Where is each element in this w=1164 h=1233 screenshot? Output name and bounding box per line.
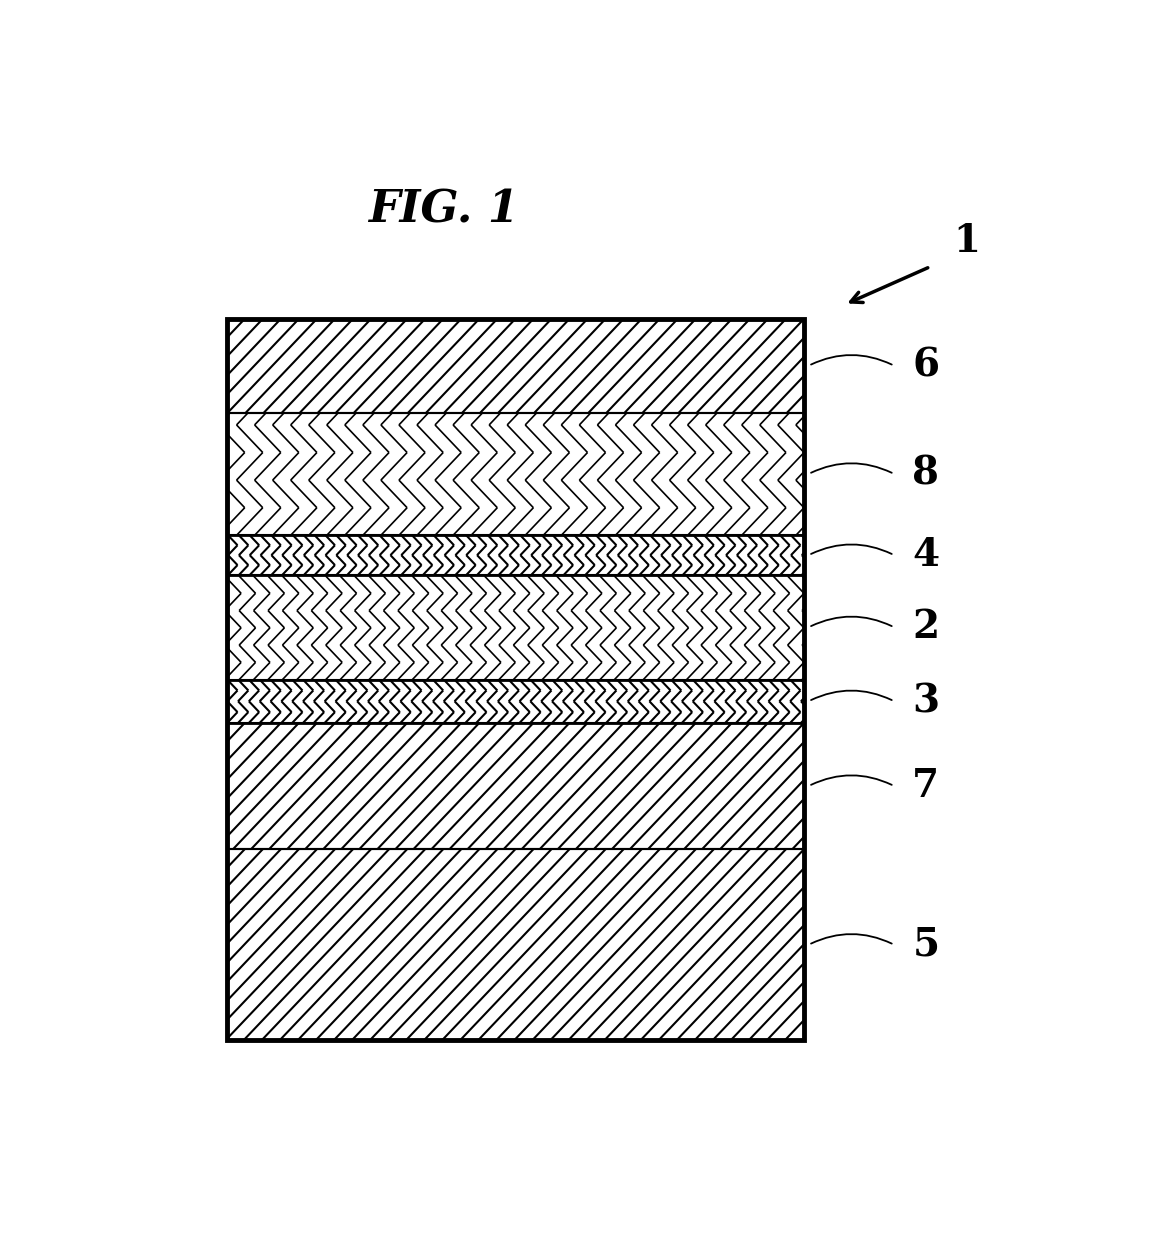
Bar [227, 413, 804, 535]
Bar [227, 850, 804, 1041]
Text: 2: 2 [913, 608, 939, 646]
Text: 1: 1 [953, 222, 980, 260]
Text: 4: 4 [913, 536, 939, 575]
Text: FIG. 1: FIG. 1 [368, 189, 519, 231]
Bar [227, 319, 804, 413]
Bar [227, 535, 804, 575]
Bar [227, 679, 804, 723]
Bar [227, 319, 804, 1041]
Bar [227, 319, 804, 413]
Text: 7: 7 [913, 767, 939, 805]
Text: 6: 6 [913, 346, 939, 385]
Bar [227, 850, 804, 1041]
Text: 3: 3 [913, 682, 939, 720]
Bar [227, 575, 804, 679]
Bar [227, 723, 804, 850]
Text: 5: 5 [913, 926, 939, 964]
Bar [227, 723, 804, 850]
Text: 8: 8 [913, 455, 939, 493]
